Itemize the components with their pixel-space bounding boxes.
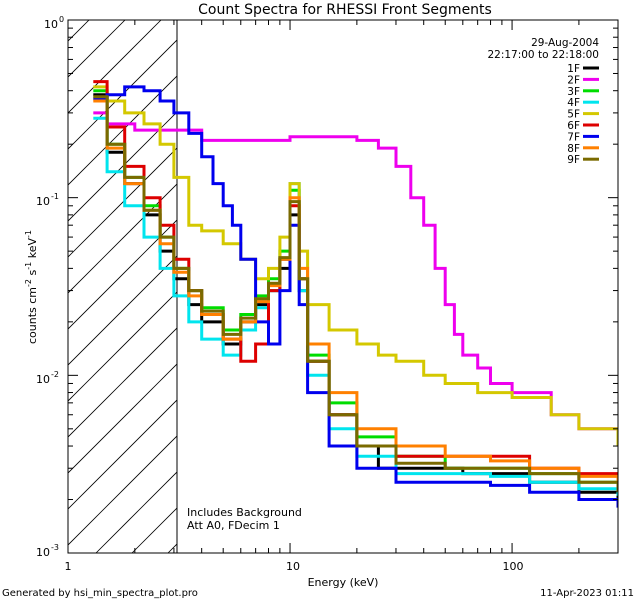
y-tick-label-1: 10 0 xyxy=(44,15,64,31)
series-line-7f xyxy=(93,85,618,508)
hatch-line xyxy=(68,399,177,510)
series-group xyxy=(93,80,618,508)
axis-ticks xyxy=(67,20,619,554)
svg-text:10: 10 xyxy=(36,373,50,386)
x-tick-label-10: 10 xyxy=(286,560,300,573)
series-line-9f xyxy=(93,95,618,493)
svg-text:0: 0 xyxy=(59,15,64,24)
legend-date: 29-Aug-2004 xyxy=(531,37,599,49)
annotation-attenuator: Att A0, FDecim 1 xyxy=(187,519,280,532)
svg-text:10: 10 xyxy=(36,546,50,559)
legend-label-1f: 1F xyxy=(567,63,580,75)
hatch-line xyxy=(68,435,177,546)
x-tick-label-1: 1 xyxy=(65,560,72,573)
hatch-line xyxy=(68,219,177,330)
legend-label-5f: 5F xyxy=(567,109,580,121)
legend-label-9f: 9F xyxy=(567,154,580,166)
svg-text:-3: -3 xyxy=(51,543,59,552)
footer-timestamp: 11-Apr-2023 01:11 xyxy=(540,588,634,599)
svg-text:10: 10 xyxy=(36,195,50,208)
legend-label-4f: 4F xyxy=(567,97,580,109)
annotation-background: Includes Background xyxy=(187,506,302,519)
legend-label-6f: 6F xyxy=(567,120,580,132)
plot-frame xyxy=(67,19,619,554)
legend-label-8f: 8F xyxy=(567,143,580,155)
hatch-line xyxy=(68,255,177,366)
y-tick-label-0.01: 10 -2 xyxy=(36,370,59,386)
chart-title: Count Spectra for RHESSI Front Segments xyxy=(198,2,492,18)
hatch-line xyxy=(68,75,177,186)
svg-text:-2: -2 xyxy=(51,370,59,379)
x-axis-label: Energy (keV) xyxy=(308,576,379,589)
y-tick-label-0.001: 10 -3 xyxy=(36,543,59,559)
x-tick-label-100: 100 xyxy=(503,560,524,573)
svg-text:10: 10 xyxy=(44,18,58,31)
hatch-line xyxy=(68,363,177,474)
y-tick-label-0.1: 10 -1 xyxy=(36,192,59,208)
y-axis-label: counts cm-2 s-1 keV-1 xyxy=(24,230,39,344)
hatch-line xyxy=(68,183,177,294)
legend-label-2f: 2F xyxy=(567,74,580,86)
series-line-5f xyxy=(93,85,618,446)
legend-label-3f: 3F xyxy=(567,86,580,98)
svg-text:-1: -1 xyxy=(51,192,59,201)
footer-generated-by: Generated by hsi_min_spectra_plot.pro xyxy=(2,588,198,599)
legend-time-range: 22:17:00 to 22:18:00 xyxy=(487,49,599,61)
legend-label-7f: 7F xyxy=(567,131,580,143)
